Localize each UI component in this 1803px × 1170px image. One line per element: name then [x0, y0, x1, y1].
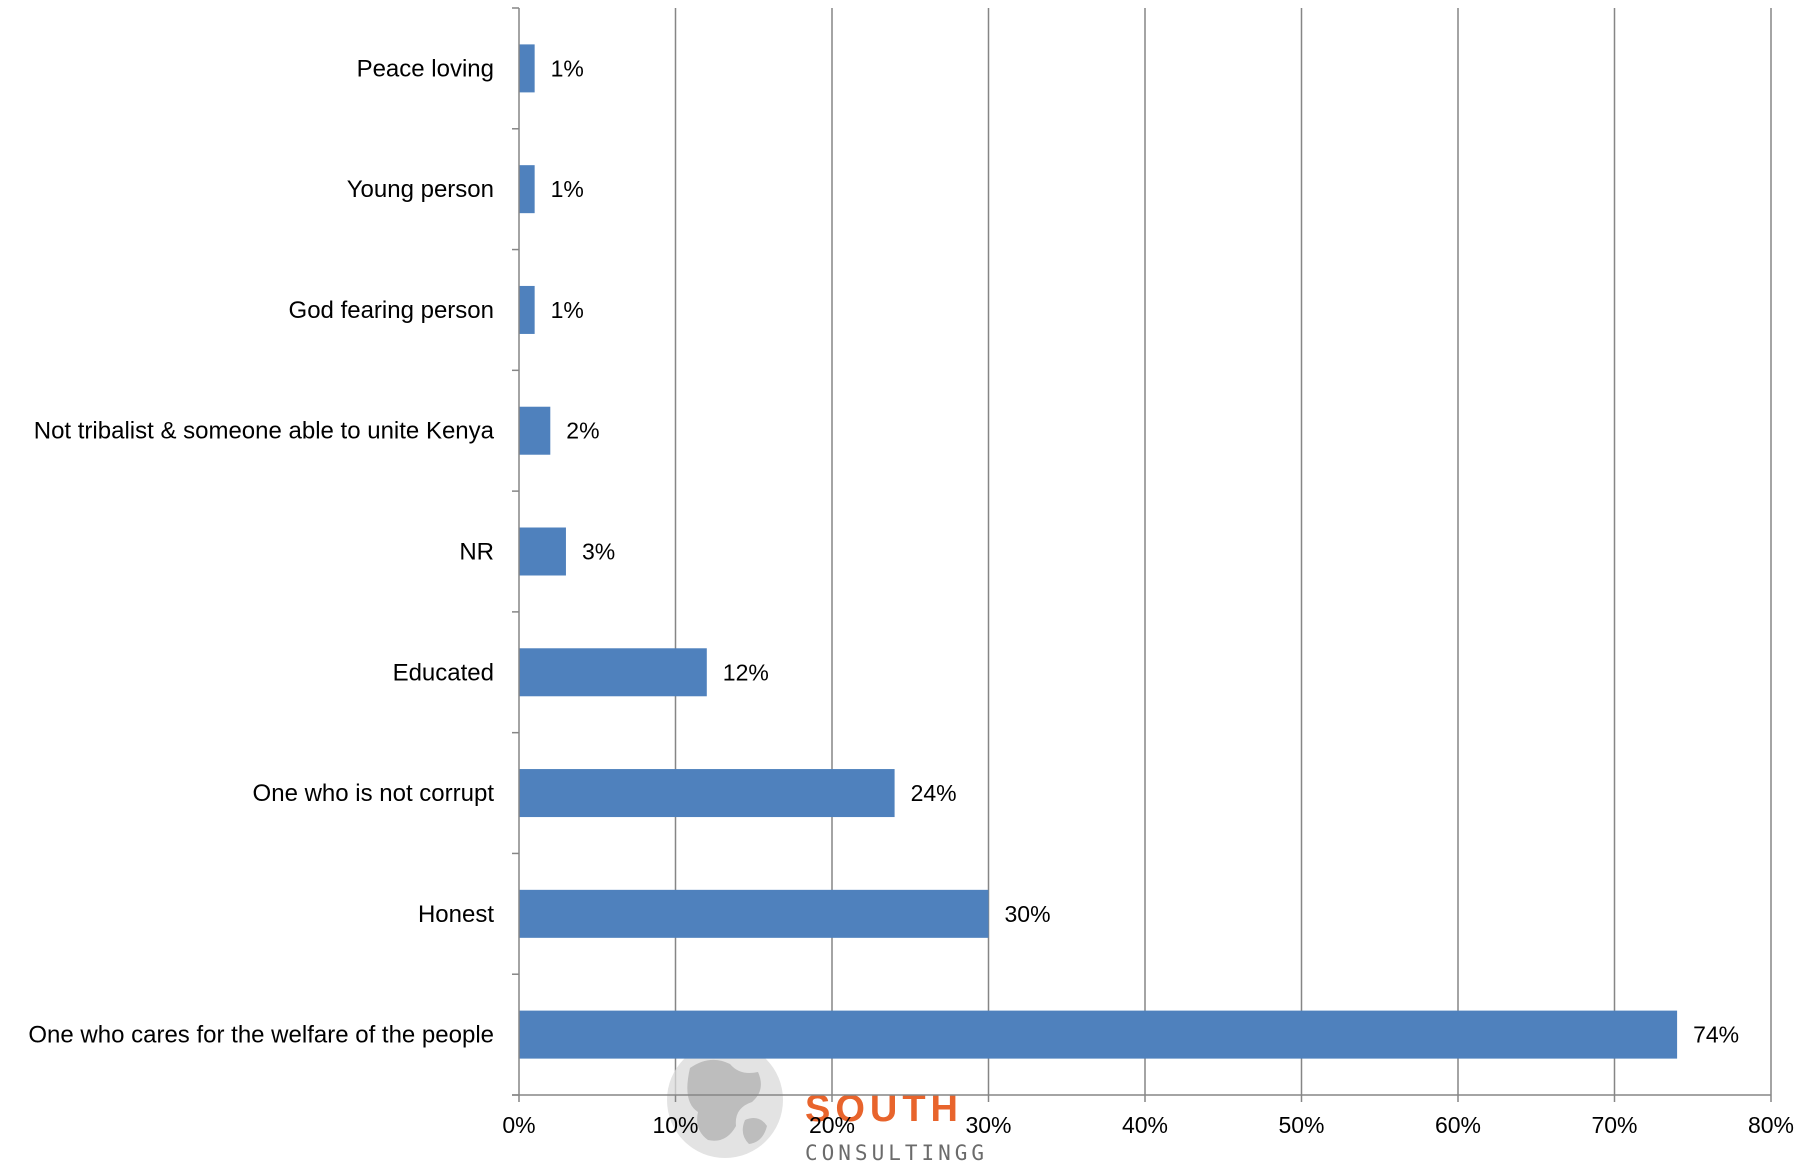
- bar: [519, 165, 535, 214]
- category-label: Not tribalist & someone able to unite Ke…: [34, 418, 495, 445]
- data-label: 1%: [551, 176, 584, 202]
- data-label: 24%: [911, 780, 957, 806]
- category-label: Educated: [393, 659, 494, 686]
- bar: [519, 285, 535, 334]
- data-label: 12%: [723, 659, 769, 685]
- bar: [519, 527, 566, 576]
- logo-subtext: CONSULTINGG: [805, 1141, 988, 1165]
- category-label: One who is not corrupt: [253, 780, 495, 807]
- bar: [519, 648, 707, 697]
- axes: [512, 7, 1772, 1102]
- x-tick-label: 10%: [652, 1112, 698, 1138]
- x-tick-label: 70%: [1591, 1112, 1637, 1138]
- bar: [519, 1010, 1678, 1059]
- data-label: 3%: [582, 539, 615, 565]
- x-tick-label: 80%: [1748, 1112, 1794, 1138]
- category-label: One who cares for the welfare of the peo…: [28, 1022, 494, 1049]
- category-label: Honest: [418, 901, 494, 928]
- data-label: 2%: [566, 418, 599, 444]
- data-label: 74%: [1693, 1022, 1739, 1048]
- category-label: Young person: [347, 176, 494, 203]
- data-label: 1%: [551, 297, 584, 323]
- x-tick-label: 50%: [1278, 1112, 1324, 1138]
- category-label: Peace loving: [357, 55, 494, 82]
- x-tick-label: 20%: [809, 1112, 855, 1138]
- x-tick-label: 60%: [1435, 1112, 1481, 1138]
- bar: [519, 44, 535, 93]
- grid-lines: [674, 8, 1772, 1095]
- category-label: God fearing person: [289, 297, 494, 324]
- category-label: NR: [459, 539, 494, 566]
- x-tick-label: 30%: [965, 1112, 1011, 1138]
- data-label: 30%: [1005, 901, 1051, 927]
- bar: [519, 889, 989, 938]
- bar: [519, 769, 895, 818]
- x-tick-label: 0%: [502, 1112, 535, 1138]
- watermark-logo: SOUTH CONSULTINGG: [667, 1042, 988, 1165]
- data-label: 1%: [551, 55, 584, 81]
- globe-icon: [667, 1042, 783, 1158]
- bars: [519, 44, 1678, 1059]
- x-tick-label: 40%: [1122, 1112, 1168, 1138]
- labels: 0% 10% 20% 30% 40% 50% 60% 70% 80% Peace loving 1%…: [28, 55, 1794, 1138]
- bar: [519, 406, 551, 455]
